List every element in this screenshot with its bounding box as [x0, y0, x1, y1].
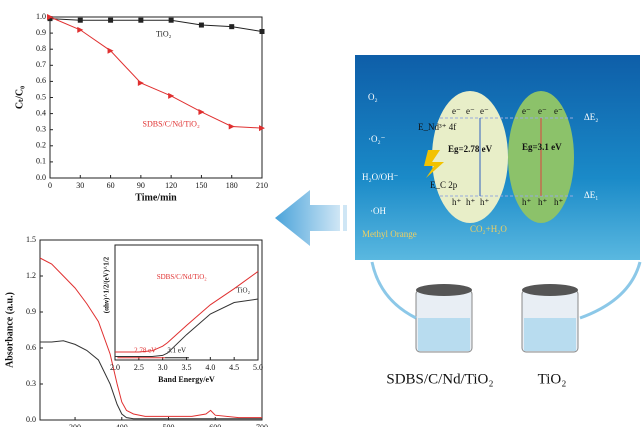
figure: O₂ ·O₂⁻ E_Nd³⁺ 4f Eg=2.78 eV H₂O/OH⁻ E_C…: [0, 0, 642, 427]
annotation: 3.1 eV: [167, 346, 186, 354]
y-tick-label: 0.3: [26, 379, 36, 388]
y-tick-label: 0.6: [26, 343, 36, 352]
y-axis-label: Absorbance (a.u.): [4, 292, 15, 368]
x-tick-label: 2.5: [134, 363, 144, 372]
y-tick-label: 0.0: [36, 173, 46, 182]
y-tick-label: 0.9: [26, 307, 36, 316]
electron: e⁻: [522, 106, 531, 116]
x-tick-label: 3.5: [182, 363, 192, 372]
x-tick-label: 300: [69, 423, 81, 427]
hole: h⁺: [480, 197, 490, 207]
x-axis-label: Time/min: [135, 192, 177, 203]
beaker: [372, 262, 640, 352]
y-tick-label: 0.7: [36, 60, 46, 69]
x-tick-label: 400: [116, 423, 128, 427]
x-tick-label: 30: [76, 181, 84, 190]
point: [260, 29, 265, 34]
x-tick-label: 3.0: [158, 363, 168, 372]
y-tick-label: 0.4: [36, 108, 46, 117]
label: ·OH: [370, 206, 386, 216]
beaker-label: SDBS/C/Nd/TiO₂: [386, 371, 493, 387]
point: [229, 24, 234, 29]
label: CO₂+H₂O: [470, 224, 507, 234]
label: O₂: [368, 92, 378, 102]
x-tick-label: 700: [256, 423, 268, 427]
y-tick-label: 0.5: [36, 92, 46, 101]
label: H₂O/OH⁻: [362, 172, 399, 182]
x-tick-label: 0: [48, 181, 52, 190]
x-tick-label: 120: [165, 181, 177, 190]
point: [168, 93, 174, 99]
point: [138, 18, 143, 23]
x-tick-label: 180: [226, 181, 238, 190]
y-tick-label: 1.5: [26, 235, 36, 244]
x-axis-label: Band Energy/eV: [158, 375, 215, 384]
electron: e⁻: [452, 106, 461, 116]
series-label: TiO₂: [156, 30, 172, 39]
x-tick-label: 2.0: [110, 363, 120, 372]
hole: h⁺: [538, 197, 548, 207]
x-tick-label: 90: [137, 181, 145, 190]
annotation: 2.78 eV: [134, 346, 156, 354]
point: [108, 18, 113, 23]
point: [77, 27, 83, 33]
label: E_C 2p: [430, 180, 458, 190]
point: [198, 109, 204, 115]
hole: h⁺: [466, 197, 476, 207]
point: [78, 18, 83, 23]
arrow-stripe: [343, 205, 347, 231]
label: Methyl Orange: [362, 229, 417, 239]
label: Eg=2.78 eV: [448, 144, 493, 154]
series-label: TiO₂: [237, 287, 251, 295]
x-tick-label: 60: [107, 181, 115, 190]
y-axis-label: (αhν)^1/2/(eV)^1/2: [103, 256, 111, 313]
plot-frame: [50, 17, 262, 178]
hole: h⁺: [554, 197, 564, 207]
point: [229, 123, 235, 129]
charts: 0 30 60 90 120 150 180 210 0.0 0.1 0.2 0.3 0.4 0.5 0.6…: [4, 12, 268, 427]
y-tick-label: 0.8: [36, 44, 46, 53]
y-tick-label: 0.2: [36, 141, 46, 150]
y-axis-label: Cₜ/C₀: [14, 86, 25, 109]
electron: e⁻: [466, 106, 475, 116]
point: [138, 80, 144, 86]
x-tick-label: 600: [209, 423, 221, 427]
x-tick-label: 4.5: [229, 363, 239, 372]
beaker-label: TiO₂: [538, 371, 567, 387]
hole: h⁺: [522, 197, 532, 207]
x-tick-label: 150: [195, 181, 207, 190]
y-tick-label: 0.1: [36, 157, 46, 166]
y-tick-label: 1.2: [26, 271, 36, 280]
label: Eg=3.1 eV: [522, 142, 562, 152]
electron: e⁻: [538, 106, 547, 116]
y-tick-label: 0.3: [36, 125, 46, 134]
label: E_Nd³⁺ 4f: [418, 122, 456, 132]
series-label: SDBS/C/Nd/TiO₂: [143, 120, 200, 129]
point: [199, 23, 204, 28]
x-tick-label: 4.0: [205, 363, 215, 372]
label: ·O₂⁻: [368, 134, 386, 144]
y-tick-label: 0.9: [36, 28, 46, 37]
x-tick-label: 5.0: [253, 363, 263, 372]
point: [169, 18, 174, 23]
y-tick-label: 0.6: [36, 76, 46, 85]
y-tick-label: 0.0: [26, 415, 36, 424]
hole: h⁺: [452, 197, 462, 207]
series-label: SDBS/C/Nd/TiO₂: [157, 273, 208, 281]
electron: e⁻: [554, 106, 563, 116]
label: ΔE₁: [584, 190, 598, 200]
electron: e⁻: [480, 106, 489, 116]
y-tick-label: 1.0: [36, 12, 46, 21]
x-tick-label: 210: [256, 181, 268, 190]
x-tick-label: 500: [163, 423, 175, 427]
arrow: [275, 190, 340, 246]
label: ΔE₂: [584, 112, 598, 122]
